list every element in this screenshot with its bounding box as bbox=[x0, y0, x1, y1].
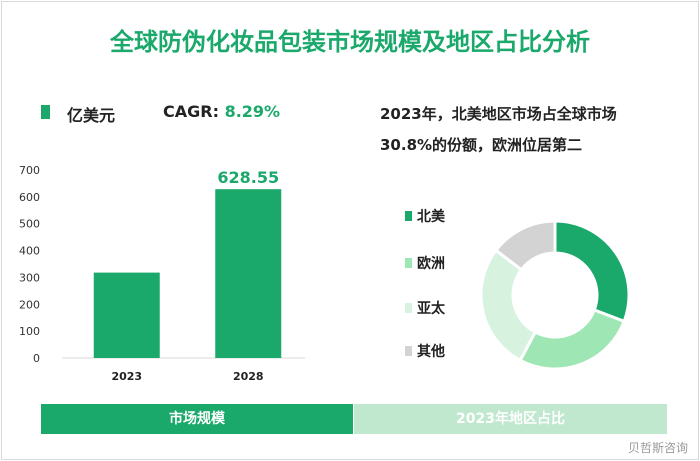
footer-region-share: 2023年地区占比 bbox=[354, 404, 667, 434]
bar-2023 bbox=[93, 272, 160, 358]
pie-legend-label: 亚太 bbox=[417, 301, 445, 317]
pie-legend-swatch bbox=[405, 211, 412, 221]
pie-legend-label: 北美 bbox=[417, 209, 445, 225]
cagr-label: CAGR: bbox=[163, 102, 219, 121]
bar-chart: 0 100 200 300 400 500 600 700 2023 2028 628.55 bbox=[19, 164, 305, 383]
bar-legend-swatch bbox=[41, 105, 50, 119]
footer-market-size: 市场规模 bbox=[41, 404, 353, 434]
bar-data-label: 628.55 bbox=[217, 168, 279, 187]
y-tick-label: 0 bbox=[33, 352, 40, 365]
y-tick-label: 200 bbox=[19, 298, 40, 311]
note-line-2: 30.8%的份额，欧洲位居第二 bbox=[380, 136, 583, 154]
brand-watermark: 贝哲斯咨询 bbox=[627, 441, 688, 455]
y-tick-label: 300 bbox=[19, 271, 40, 284]
donut-chart bbox=[479, 219, 631, 371]
bar-legend-label: 亿美元 bbox=[67, 106, 116, 125]
donut-slice-其他 bbox=[493, 219, 557, 272]
bar-2028 bbox=[215, 189, 282, 358]
pie-legend-label: 欧洲 bbox=[417, 256, 445, 272]
y-tick-label: 400 bbox=[19, 245, 40, 258]
x-tick-label: 2028 bbox=[233, 370, 264, 383]
cagr-value: 8.29% bbox=[224, 102, 281, 121]
y-tick-label: 700 bbox=[19, 164, 40, 177]
pie-legend-swatch bbox=[405, 346, 412, 356]
note-line-1: 2023年，北美地区市场占全球市场 bbox=[380, 105, 617, 123]
donut-slice-北美 bbox=[553, 219, 631, 324]
pie-legend-swatch bbox=[405, 258, 412, 268]
donut-slice-亚太 bbox=[479, 248, 538, 363]
donut-slice-欧洲 bbox=[518, 308, 627, 371]
y-tick-label: 500 bbox=[19, 218, 40, 231]
y-tick-label: 100 bbox=[19, 325, 40, 338]
y-tick-label: 600 bbox=[19, 191, 40, 204]
pie-legend-label: 其他 bbox=[417, 344, 445, 360]
pie-legend-swatch bbox=[405, 303, 412, 313]
page-title: 全球防伪化妆品包装市场规模及地区占比分析 bbox=[110, 28, 590, 56]
cagr-text: CAGR: 8.29% bbox=[163, 102, 280, 121]
x-tick-label: 2023 bbox=[111, 370, 142, 383]
